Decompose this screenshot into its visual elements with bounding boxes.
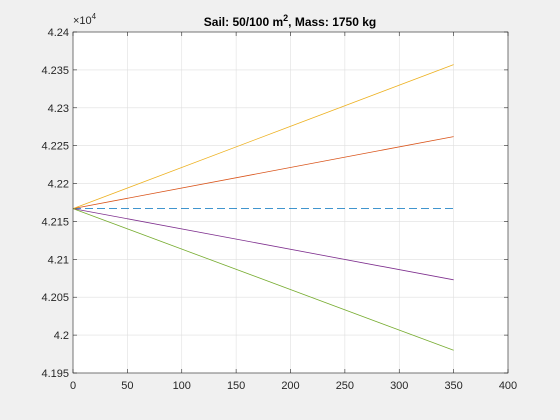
x-tick-label: 400 [499, 380, 517, 392]
y-tick-label: 4.195 [41, 368, 69, 380]
x-tick-label: 250 [336, 380, 354, 392]
y-tick-label: 4.225 [41, 141, 69, 153]
y-tick-label: 4.21 [48, 254, 69, 266]
x-tick-label: 300 [390, 380, 408, 392]
y-tick-label: 4.22 [48, 179, 69, 191]
x-tick-label: 150 [227, 380, 245, 392]
y-tick-label: 4.23 [48, 103, 69, 115]
y-tick-label: 4.24 [48, 27, 69, 39]
x-tick-label: 50 [121, 380, 133, 392]
y-exponent-label: ×104 [73, 12, 97, 27]
chart-title: Sail: 50/100 m2, Mass: 1750 kg [204, 13, 376, 29]
x-tick-label: 350 [444, 380, 462, 392]
y-tick-label: 4.235 [41, 65, 69, 77]
x-tick-label: 100 [173, 380, 191, 392]
y-tick-label: 4.205 [41, 292, 69, 304]
y-tick-label: 4.2 [54, 330, 69, 342]
y-tick-label: 4.215 [41, 216, 69, 228]
x-tick-label: 200 [281, 380, 299, 392]
x-tick-label: 0 [70, 380, 76, 392]
